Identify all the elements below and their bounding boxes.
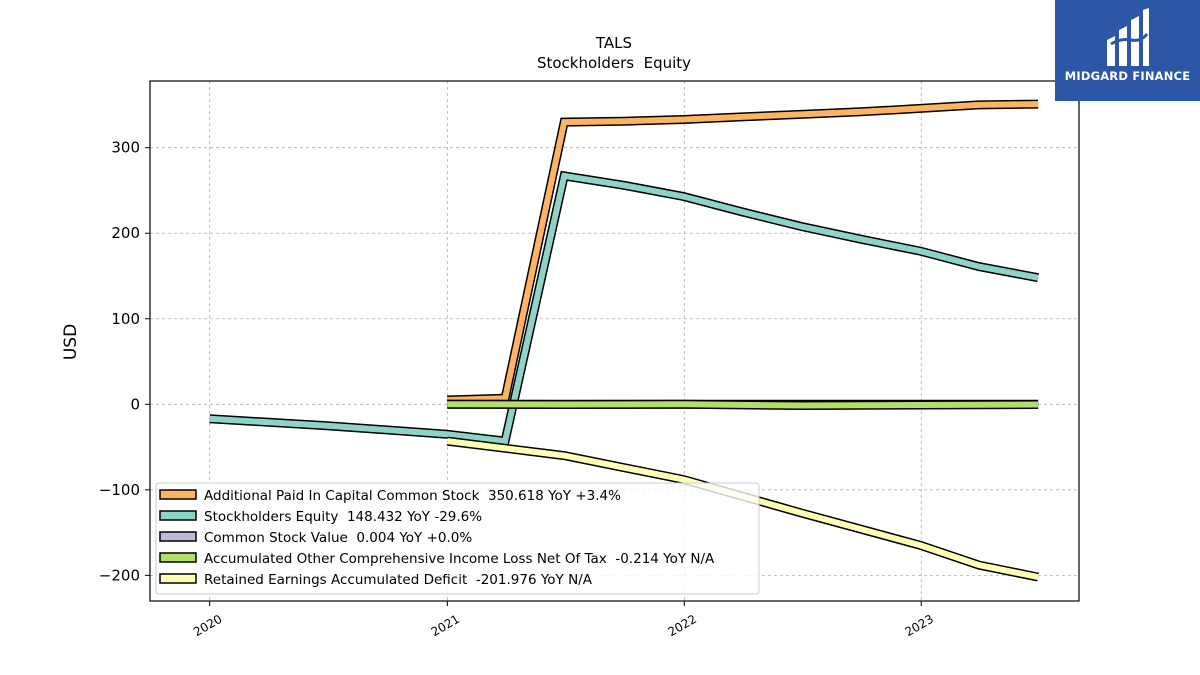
legend-box <box>155 482 760 595</box>
logo-text: MIDGARD FINANCE <box>1064 69 1191 83</box>
series-1 <box>209 170 1039 447</box>
legend-label: Accumulated Other Comprehensive Income L… <box>204 551 715 567</box>
series-line <box>209 172 1039 445</box>
legend-swatch <box>159 552 197 563</box>
legend-swatch <box>159 573 197 584</box>
legend-label: Stockholders Equity 148.432 YoY -29.6% <box>204 509 482 525</box>
y-tick-label: 300 <box>111 139 140 157</box>
x-tick-label: 2023 <box>903 612 936 639</box>
legend-label: Retained Earnings Accumulated Deficit -2… <box>204 572 593 588</box>
series-line <box>446 438 1039 581</box>
series-line <box>447 101 1039 403</box>
series-3 <box>447 399 1039 411</box>
legend-swatch <box>159 489 197 500</box>
legend-swatch <box>159 531 197 542</box>
y-tick-label: 200 <box>111 224 140 242</box>
plot-frame <box>149 80 1080 602</box>
brand-logo: MIDGARD FINANCE <box>1055 0 1200 101</box>
chart-subtitle: Stockholders Equity <box>537 54 691 72</box>
y-tick-label: 0 <box>130 395 140 413</box>
legend: Additional Paid In Capital Common Stock … <box>155 482 760 595</box>
y-axis-label: USD <box>61 324 81 360</box>
x-tick-label: 2022 <box>666 612 699 639</box>
chart-title: TALS <box>595 34 632 52</box>
y-tick-label: −200 <box>99 566 140 584</box>
legend-label: Common Stock Value 0.004 YoY +0.0% <box>204 530 472 546</box>
y-tick-label: −100 <box>99 481 140 499</box>
y-tick-label: 100 <box>111 310 140 328</box>
legend-label: Additional Paid In Capital Common Stock … <box>204 488 621 504</box>
series-0 <box>447 99 1039 405</box>
legend-swatch <box>159 510 197 521</box>
series-lines <box>209 99 1039 582</box>
series-line <box>447 401 1039 409</box>
series-4 <box>446 436 1039 582</box>
x-tick-label: 2021 <box>429 612 462 639</box>
logo-mark-icon <box>1107 8 1149 66</box>
x-tick-label: 2020 <box>191 612 224 639</box>
